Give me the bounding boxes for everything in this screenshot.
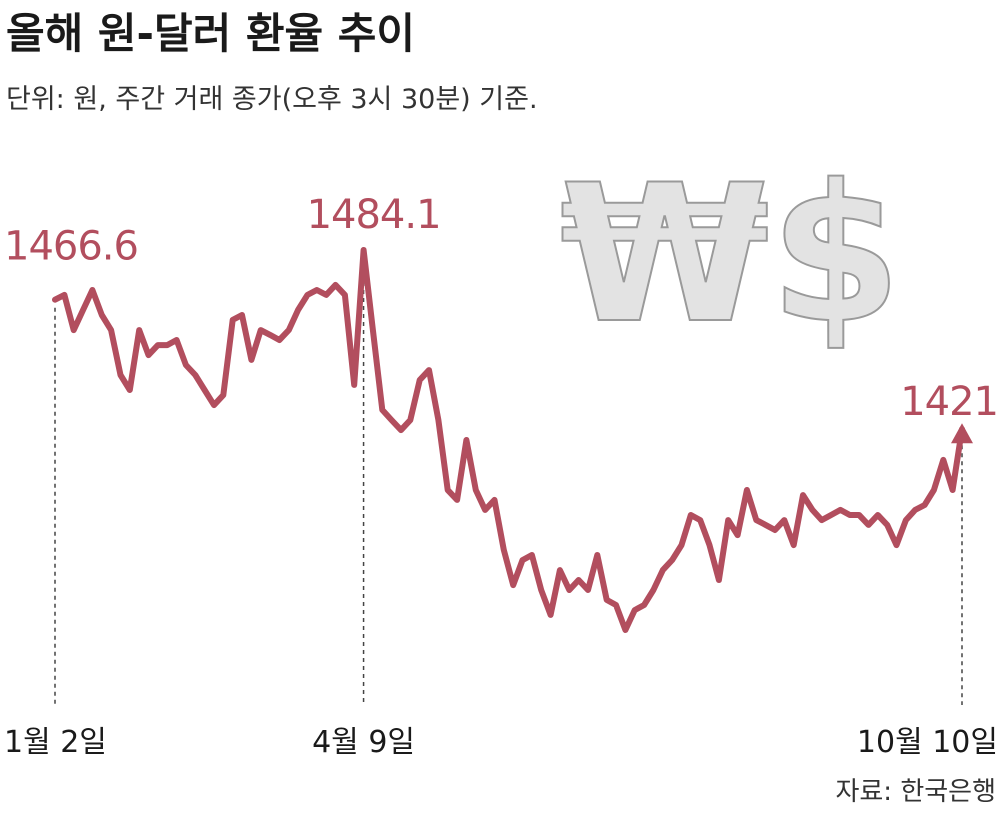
chart-subtitle: 단위: 원, 주간 거래 종가(오후 3시 30분) 기준. xyxy=(6,84,538,115)
data-label: 1484.1 xyxy=(307,192,441,238)
data-label: 1466.6 xyxy=(4,224,138,270)
chart-title: 올해 원-달러 환율 추이 xyxy=(6,9,415,58)
rate-line xyxy=(52,247,965,633)
x-tick-label: 10월 10일 xyxy=(857,725,998,760)
x-tick-label: 1월 2일 xyxy=(4,725,107,760)
arrow-head xyxy=(951,423,973,444)
x-tick-label: 4월 9일 xyxy=(312,725,415,760)
currency-illustration: ₩$ xyxy=(560,144,902,365)
data-label: 1421 xyxy=(900,379,998,425)
source: 자료: 한국은행 xyxy=(835,777,996,807)
